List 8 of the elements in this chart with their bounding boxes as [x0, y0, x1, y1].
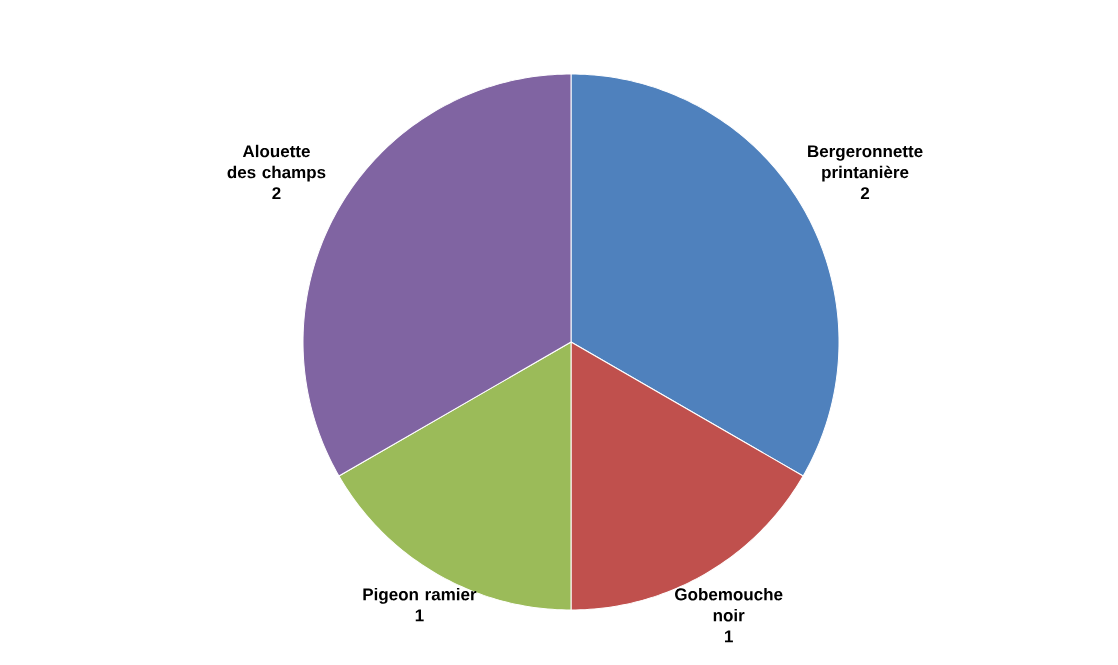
- data-label: 2: [272, 187, 281, 200]
- slice-label: Gobemouche noir: [675, 587, 783, 622]
- slice-label: Bergeronnette printanière: [808, 145, 923, 182]
- data-label: 2: [860, 187, 870, 200]
- slice-label: Pigeon ramier: [363, 587, 477, 604]
- data-label: 1: [725, 630, 733, 643]
- slice-label: Alouette des champs: [227, 144, 326, 182]
- data-label: 1: [415, 609, 424, 622]
